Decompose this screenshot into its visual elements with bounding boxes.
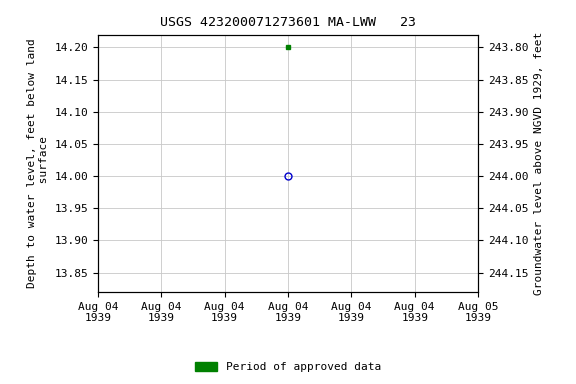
Legend: Period of approved data: Period of approved data bbox=[191, 357, 385, 377]
Title: USGS 423200071273601 MA-LWW   23: USGS 423200071273601 MA-LWW 23 bbox=[160, 16, 416, 29]
Y-axis label: Groundwater level above NGVD 1929, feet: Groundwater level above NGVD 1929, feet bbox=[534, 31, 544, 295]
Y-axis label: Depth to water level, feet below land
 surface: Depth to water level, feet below land su… bbox=[27, 38, 49, 288]
